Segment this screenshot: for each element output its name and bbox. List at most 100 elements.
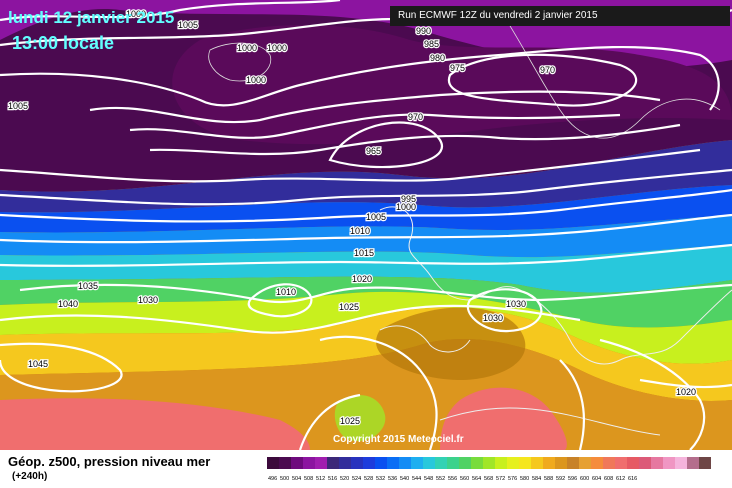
legend-swatch	[459, 457, 471, 469]
legend-swatch	[303, 457, 315, 469]
isobar-label: 1040	[58, 299, 78, 309]
legend-swatch	[543, 457, 555, 469]
isobar-label: 995	[401, 194, 416, 204]
legend-swatch	[279, 457, 291, 469]
isobar-label: 970	[408, 112, 423, 122]
isobar-label: 1010	[350, 226, 370, 236]
isobar-label: 1000	[396, 202, 416, 212]
isobar-label: 990	[416, 26, 431, 36]
map-canvas: 1000 1005 1000 1000 1000 1005 990 985 980 975 970 9…	[0, 0, 732, 450]
legend-swatch	[555, 457, 567, 469]
isobar-label: 1025	[340, 416, 360, 426]
isobar-label: 985	[424, 39, 439, 49]
legend-swatch	[615, 457, 627, 469]
legend-swatch	[267, 457, 279, 469]
legend-swatch	[351, 457, 363, 469]
isobar-label: 1005	[178, 20, 198, 30]
legend-swatch	[411, 457, 423, 469]
legend-value: 588	[544, 476, 553, 482]
lead-time-label: (+240h)	[12, 471, 48, 482]
isobar-label: 1010	[276, 287, 296, 297]
legend-value: 592	[556, 476, 565, 482]
legend-swatch	[339, 457, 351, 469]
legend-swatch	[435, 457, 447, 469]
forecast-time: 13:00 locale	[12, 33, 115, 53]
isobar-label: 1005	[366, 212, 386, 222]
legend-value: 552	[436, 476, 445, 482]
isobar-label: 1000	[267, 43, 287, 53]
color-legend: 496 500 504 508 512 516 520 524 528 532 536 540 544 5…	[267, 457, 711, 482]
isobar-label: 1005	[8, 101, 28, 111]
legend-value: 508	[304, 476, 313, 482]
legend-swatch	[579, 457, 591, 469]
isobar-label: 1000	[237, 43, 257, 53]
isobar-label: 965	[366, 146, 381, 156]
legend-swatch	[651, 457, 663, 469]
legend-value: 616	[628, 476, 637, 482]
legend-value: 556	[448, 476, 457, 482]
legend-swatch	[699, 457, 711, 469]
isobar-label: 1020	[352, 274, 372, 284]
legend-swatch	[531, 457, 543, 469]
product-label: Géop. z500, pression niveau mer	[8, 454, 211, 469]
legend-value: 496	[268, 476, 277, 482]
isobar-label: 1020	[676, 387, 696, 397]
legend-value: 596	[568, 476, 577, 482]
isobar-label: 970	[540, 65, 555, 75]
legend-value: 520	[340, 476, 349, 482]
legend-swatch	[519, 457, 531, 469]
forecast-date: lundi 12 janvier 2015	[8, 8, 175, 27]
legend-value: 504	[292, 476, 301, 482]
legend-swatch	[399, 457, 411, 469]
copyright: Copyright 2015 Meteociel.fr	[333, 434, 464, 445]
legend-value: 608	[604, 476, 613, 482]
legend-swatch	[387, 457, 399, 469]
geopotential-field	[0, 0, 732, 450]
legend-value: 516	[328, 476, 337, 482]
legend-value: 524	[352, 476, 361, 482]
legend-swatch	[591, 457, 603, 469]
legend-value: 604	[592, 476, 601, 482]
isobar-label: 980	[430, 53, 445, 63]
legend-swatch	[483, 457, 495, 469]
legend-value: 576	[508, 476, 517, 482]
legend-swatch	[639, 457, 651, 469]
legend-value: 540	[400, 476, 409, 482]
isobar-label: 975	[450, 63, 465, 73]
isobar-label: 1000	[246, 75, 266, 85]
legend-value: 548	[424, 476, 433, 482]
legend-value: 536	[388, 476, 397, 482]
legend-swatch	[507, 457, 519, 469]
legend-value: 500	[280, 476, 289, 482]
legend-value: 584	[532, 476, 541, 482]
isobar-label: 1030	[483, 313, 503, 323]
run-info: Run ECMWF 12Z du vendredi 2 janvier 2015	[390, 6, 730, 26]
legend-swatch	[675, 457, 687, 469]
legend-value: 528	[364, 476, 373, 482]
legend-swatch	[603, 457, 615, 469]
legend-swatch	[663, 457, 675, 469]
legend-swatch	[471, 457, 483, 469]
legend-value: 564	[472, 476, 481, 482]
isobar-labels: 1000 1005 1000 1000 1000 1005 990 985 980 975 970 9…	[7, 8, 698, 428]
legend-swatch	[315, 457, 327, 469]
legend-swatch	[291, 457, 303, 469]
isobar-label: 1025	[339, 302, 359, 312]
isobar-label: 1030	[138, 295, 158, 305]
legend-swatch	[363, 457, 375, 469]
isobar-label: 1015	[354, 248, 374, 258]
legend-value: 580	[520, 476, 529, 482]
isobar-label: 1030	[506, 299, 526, 309]
isobar-label: 1035	[78, 281, 98, 291]
legend-swatch	[627, 457, 639, 469]
legend-value: 560	[460, 476, 469, 482]
legend-value: 600	[580, 476, 589, 482]
isobars	[0, 0, 732, 450]
legend-swatch	[375, 457, 387, 469]
isobar-label: 1000	[126, 9, 146, 19]
legend-value: 544	[412, 476, 421, 482]
legend-swatch	[495, 457, 507, 469]
legend-value: 512	[316, 476, 325, 482]
isobar-label: 1045	[28, 359, 48, 369]
